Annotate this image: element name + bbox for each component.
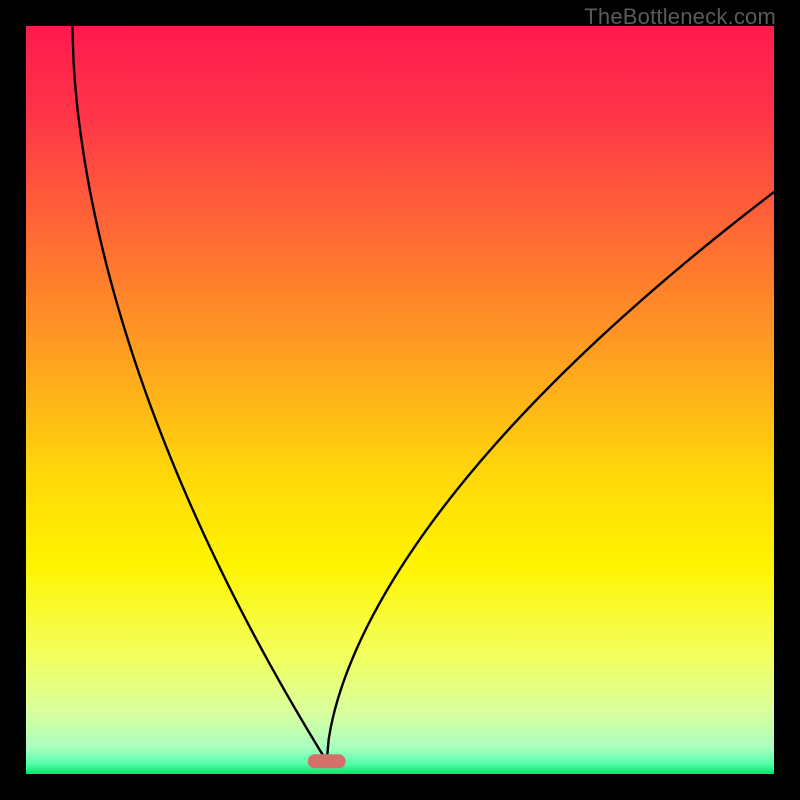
chart-stage: TheBottleneck.com: [0, 0, 800, 800]
plot-background-gradient: [26, 26, 774, 774]
watermark-text: TheBottleneck.com: [584, 4, 776, 30]
chart-svg: [0, 0, 800, 800]
optimal-point-marker: [308, 754, 346, 768]
